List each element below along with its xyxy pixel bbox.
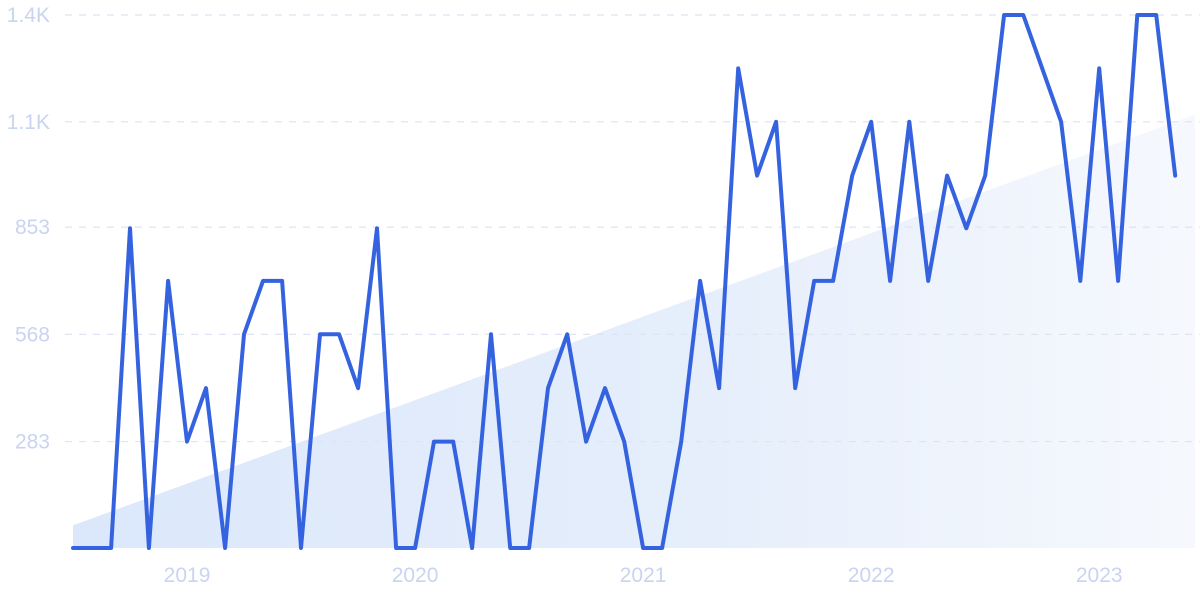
y-axis-tick-labels: 283 568 853 1.1K 1.4K xyxy=(7,4,50,454)
x-tick-label: 2019 xyxy=(164,564,211,587)
x-tick-label: 2023 xyxy=(1076,564,1123,587)
y-tick-label: 1.1K xyxy=(7,111,50,134)
y-tick-label: 568 xyxy=(15,323,50,346)
trend-area-layer xyxy=(73,114,1195,548)
y-tick-label: 283 xyxy=(15,431,50,454)
series-layer xyxy=(71,13,1178,550)
x-tick-label: 2022 xyxy=(848,564,895,587)
trend-area xyxy=(73,114,1195,548)
x-tick-label: 2021 xyxy=(620,564,667,587)
y-tick-label: 1.4K xyxy=(7,4,50,27)
x-axis-tick-labels: 2019 2020 2021 2022 2023 xyxy=(164,564,1123,587)
x-tick-label: 2020 xyxy=(392,564,439,587)
y-tick-label: 853 xyxy=(15,216,50,239)
